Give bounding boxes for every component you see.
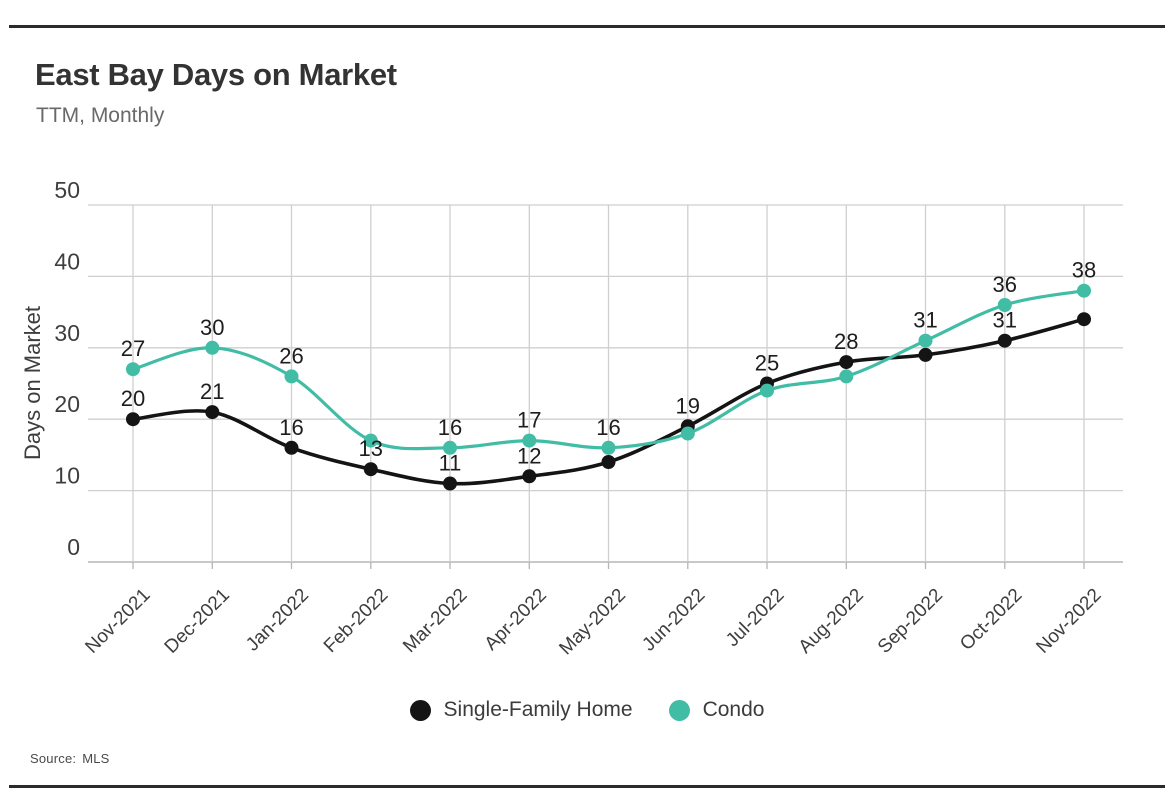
data-point-single-family-home	[205, 405, 220, 420]
source-label: Source:	[30, 751, 77, 766]
chart-svg: 0 10 20 30 40 50 Nov-2021 Dec-2021 Jan-2022 Feb-2…	[20, 177, 1123, 659]
x-tick-label: Nov-2021	[81, 585, 154, 658]
x-tick-label: Sep-2022	[874, 585, 947, 658]
legend-item-condo: Condo	[668, 698, 765, 722]
data-point-condo	[760, 383, 774, 398]
x-tick-label: Nov-2022	[1032, 585, 1105, 658]
data-label-condo: 16	[438, 415, 462, 440]
data-point-condo	[522, 433, 537, 448]
chart-subtitle: TTM, Monthly	[36, 104, 165, 127]
data-point-single-family-home	[363, 462, 378, 477]
data-point-condo	[363, 433, 378, 448]
data-point-single-family-home	[601, 455, 616, 469]
data-point-condo	[997, 298, 1012, 312]
data-point-single-family-home	[997, 333, 1012, 348]
data-label-condo: 26	[279, 343, 303, 368]
data-point-condo	[839, 369, 854, 384]
data-label-single-family-home: 28	[834, 329, 858, 354]
y-tick-label: 20	[54, 391, 80, 417]
x-tick-label: Jan-2022	[242, 585, 313, 656]
data-point-single-family-home	[126, 412, 140, 427]
data-label-single-family-home: 12	[517, 443, 541, 468]
data-label-condo: 30	[200, 315, 224, 340]
x-tick-label: Aug-2022	[795, 585, 868, 658]
x-tick-label: May-2022	[555, 585, 630, 660]
data-label-condo: 31	[913, 308, 937, 333]
x-tick-label: Jul-2022	[722, 585, 788, 651]
data-label-single-family-home: 20	[121, 386, 145, 411]
data-point-condo	[284, 369, 299, 384]
y-tick-label: 10	[54, 463, 80, 489]
x-tick-label: Feb-2022	[320, 585, 392, 657]
data-point-condo	[680, 426, 695, 441]
x-tick-label: Apr-2022	[481, 585, 551, 655]
x-tick-label: Jun-2022	[638, 585, 709, 656]
legend-item-single-family-home: Single-Family Home	[409, 698, 633, 722]
y-tick-label: 40	[54, 248, 80, 274]
data-point-single-family-home	[1077, 312, 1091, 327]
data-label-condo: 17	[517, 408, 541, 433]
data-point-condo	[1077, 283, 1091, 298]
top-rule	[9, 25, 1165, 28]
data-label-single-family-home: 19	[676, 393, 700, 418]
data-label-single-family-home: 11	[439, 451, 462, 476]
data-point-single-family-home	[284, 440, 299, 455]
data-label-single-family-home: 31	[993, 308, 1017, 333]
x-tick-label: Dec-2021	[161, 585, 234, 658]
data-label-single-family-home: 13	[359, 436, 383, 461]
data-point-condo	[601, 440, 616, 455]
axes: 0 10 20 30 40 50 Nov-2021 Dec-2021 Jan-2022 Feb-2…	[20, 177, 1106, 659]
data-point-single-family-home	[918, 347, 933, 362]
data-label-single-family-home: 25	[755, 351, 779, 376]
data-labels: 20 21 16 13 11 12 19 25 28 31 27 30 26 16 17 16 31 36 38	[121, 258, 1096, 476]
source-note: Source: MLS	[30, 751, 110, 766]
data-label-condo: 36	[993, 272, 1017, 297]
data-label-condo: 27	[121, 336, 145, 361]
data-label-condo: 38	[1072, 258, 1096, 283]
data-point-condo	[443, 440, 457, 455]
x-tick-label: Oct-2022	[956, 585, 1026, 655]
data-label-single-family-home: 16	[279, 415, 303, 440]
data-label-condo: 16	[596, 415, 620, 440]
source-value: MLS	[82, 751, 110, 766]
legend: Single-Family Home Condo	[0, 698, 1174, 722]
data-point-single-family-home	[839, 355, 854, 370]
data-point-single-family-home	[443, 476, 457, 491]
gridlines	[88, 204, 1123, 563]
legend-label-single-family-home: Single-Family Home	[443, 698, 633, 721]
data-point-condo	[205, 340, 220, 355]
legend-label-condo: Condo	[702, 698, 765, 721]
data-point-condo	[126, 362, 140, 377]
y-axis-title: Days on Market	[20, 306, 45, 460]
bottom-rule	[9, 785, 1165, 788]
data-label-single-family-home: 21	[200, 379, 224, 404]
chart-title: East Bay Days on Market	[35, 57, 397, 92]
data-point-single-family-home	[522, 469, 537, 484]
y-tick-label: 30	[54, 320, 80, 346]
series-points	[126, 283, 1091, 491]
legend-dot-single-family-home	[409, 699, 431, 721]
data-point-condo	[918, 333, 933, 348]
y-tick-label: 50	[54, 177, 80, 203]
legend-dot-condo	[668, 699, 690, 721]
x-tick-label: Mar-2022	[399, 585, 471, 657]
y-tick-label: 0	[67, 534, 80, 560]
